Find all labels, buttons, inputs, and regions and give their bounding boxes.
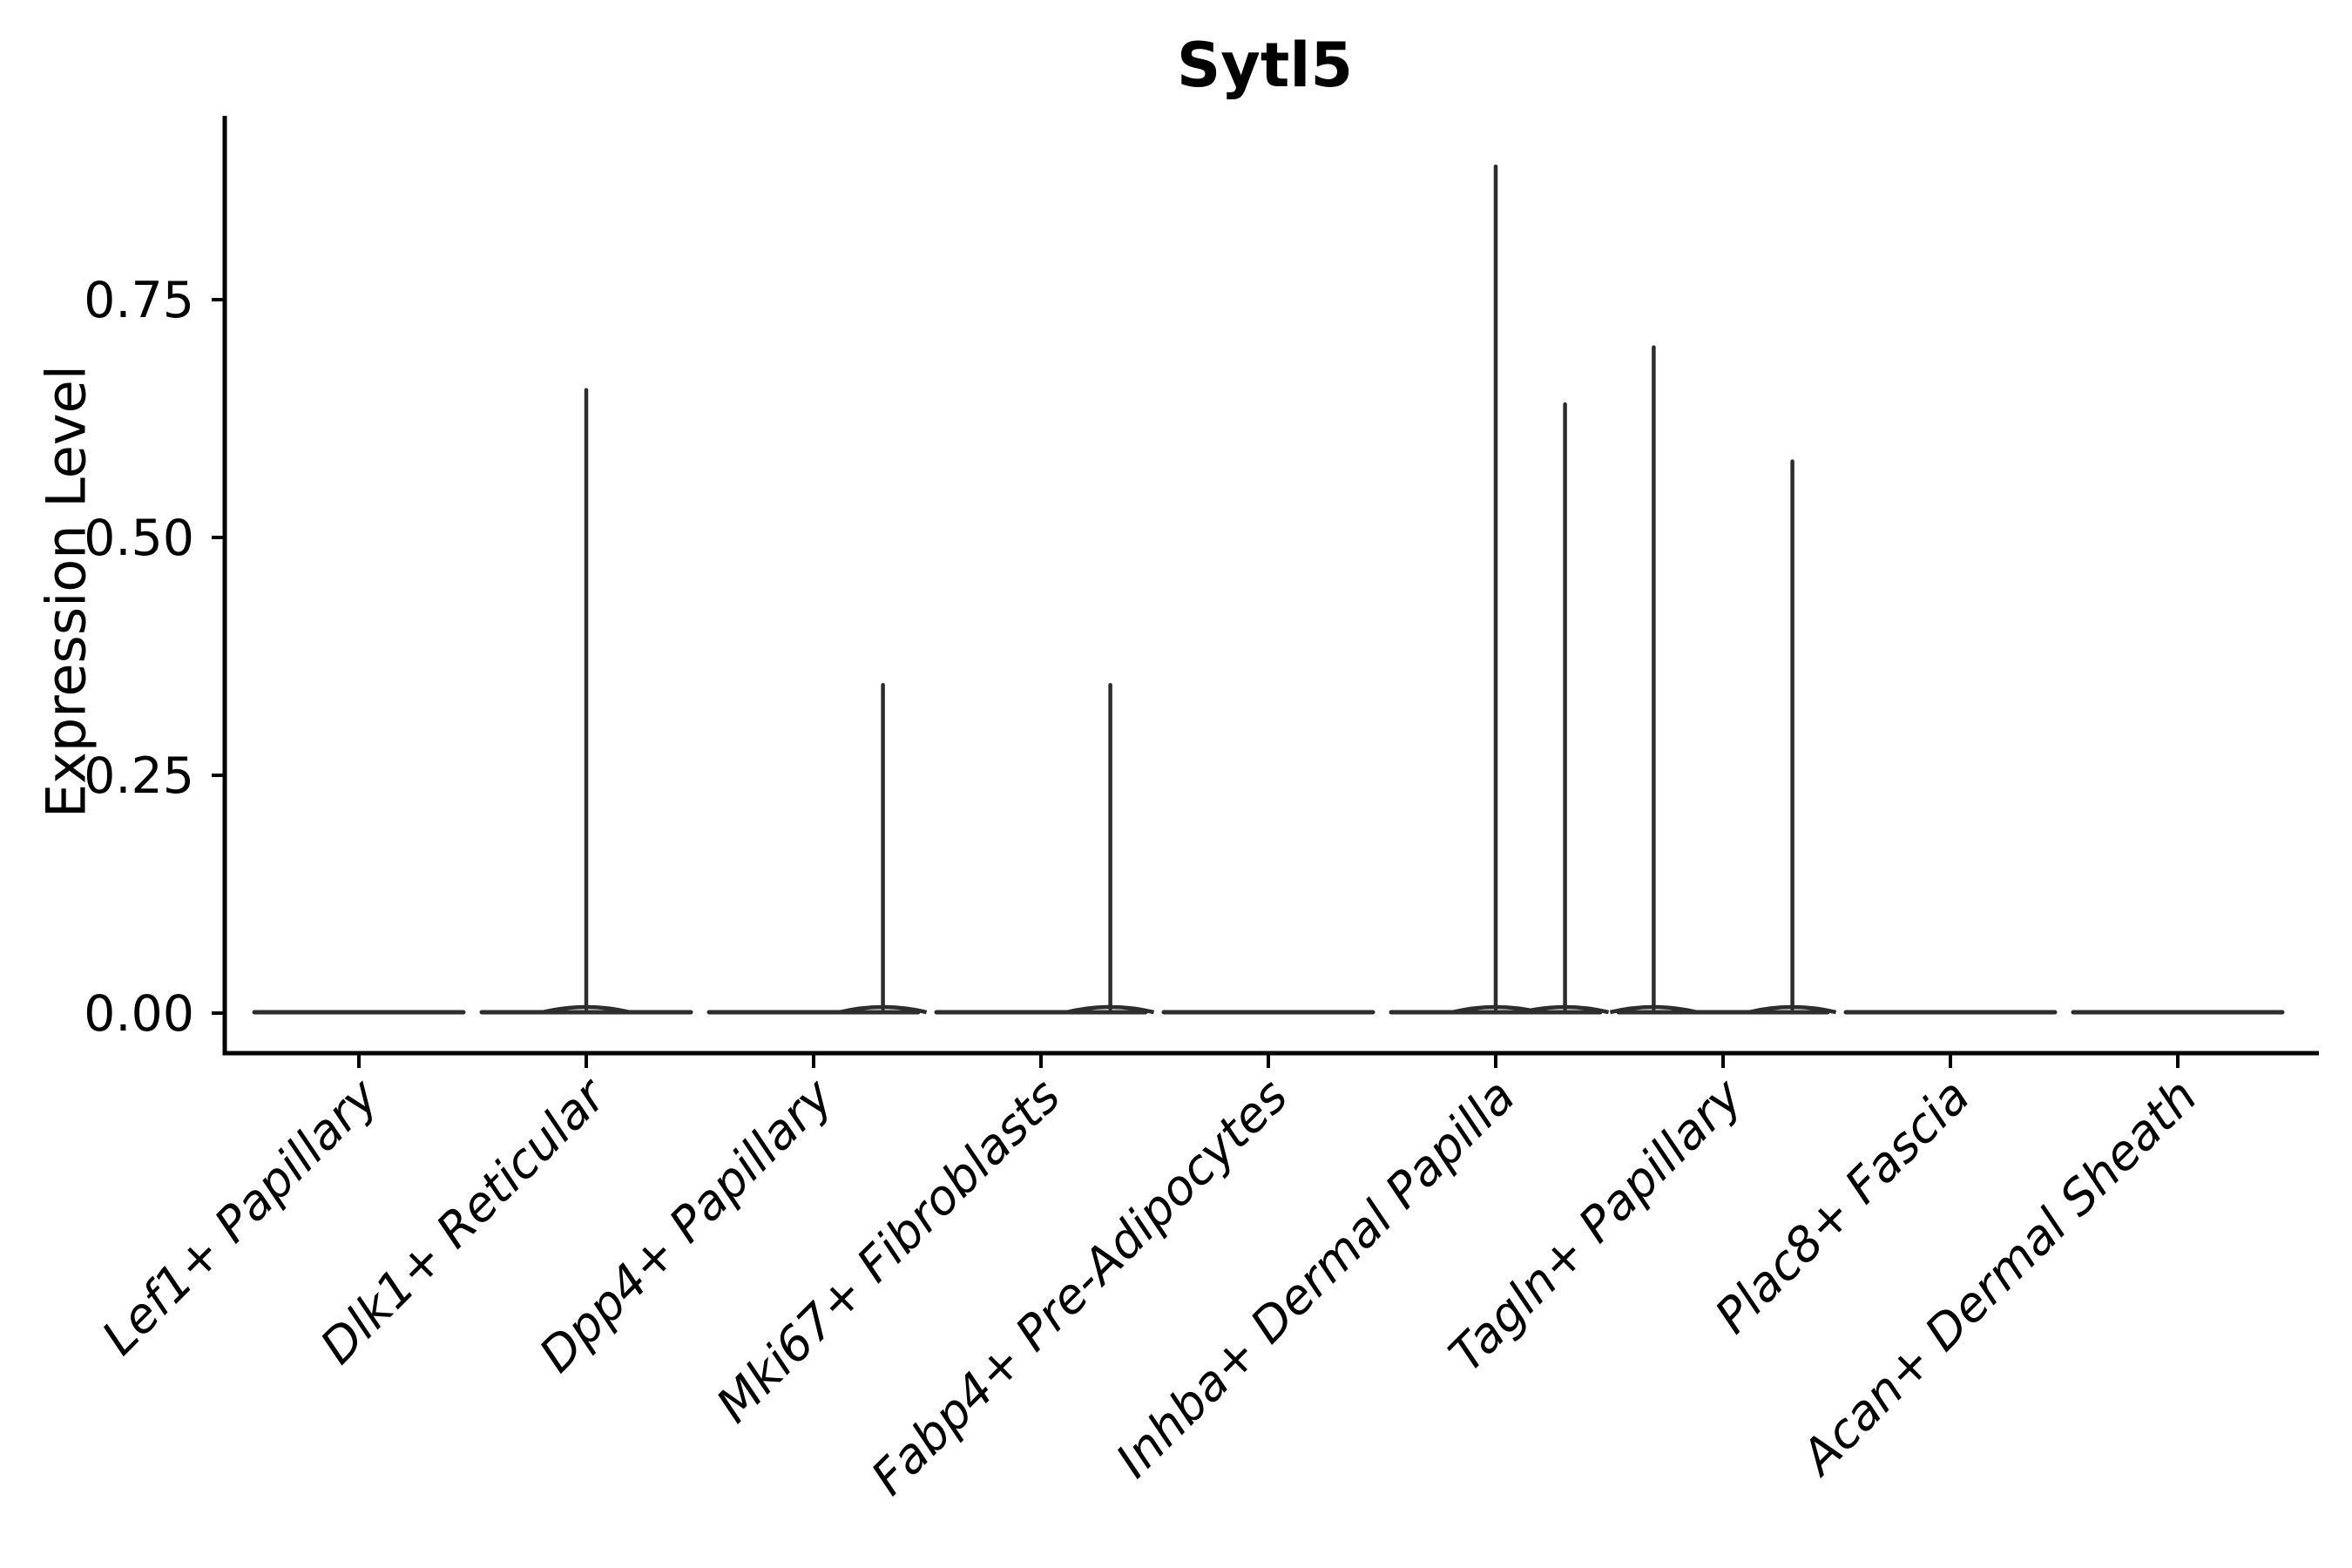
x-category-label: Inhba+ Dermal Papilla [1105,1068,1525,1488]
y-tick-label: 0.25 [84,747,194,805]
y-tick-label: 0.00 [84,985,194,1043]
x-category-label: Fabp4+ Pre-Adipocytes [861,1068,1298,1505]
plot-title: Sytl5 [1176,30,1354,101]
x-category-label: Acan+ Dermal Sheath [1789,1068,2208,1487]
y-axis-label: Expression Level [34,365,98,818]
y-tick-label: 0.50 [84,510,194,567]
y-tick-label: 0.75 [84,272,194,329]
